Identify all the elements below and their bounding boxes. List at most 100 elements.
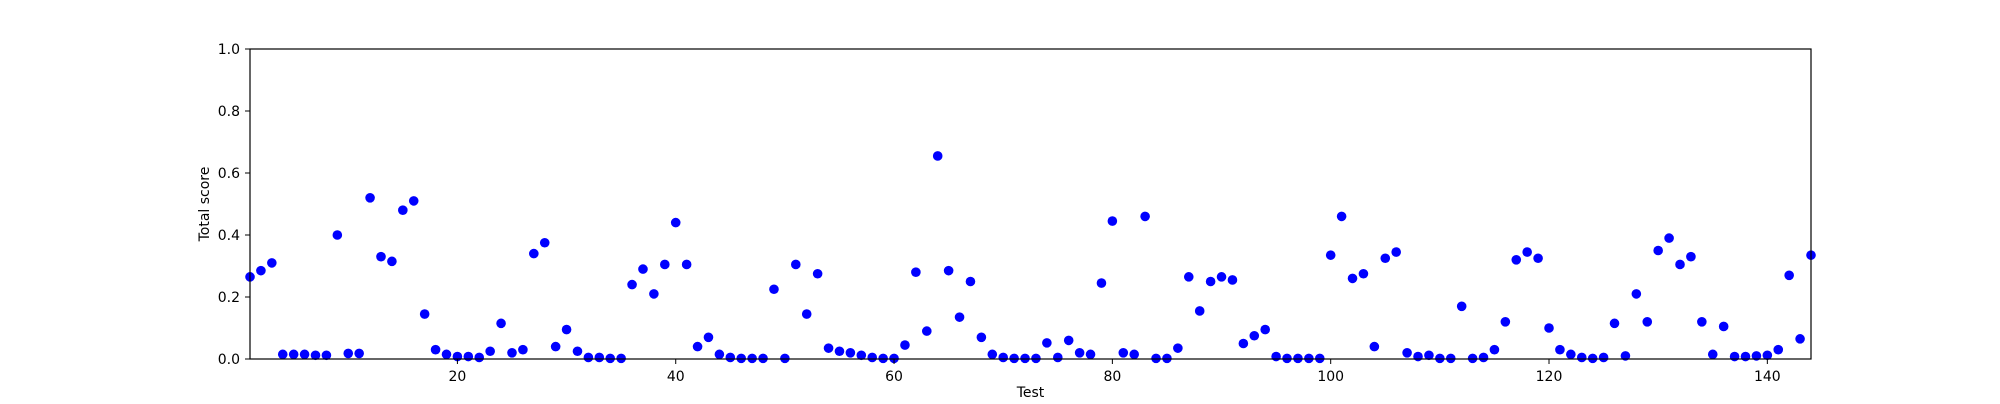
data-point — [288, 349, 299, 360]
data-point — [583, 352, 594, 363]
data-point — [539, 237, 550, 248]
data-point — [780, 353, 790, 364]
data-point — [1009, 353, 1019, 364]
data-point — [1085, 349, 1096, 360]
y-tick-label: 1.0 — [218, 42, 240, 58]
data-point — [1173, 343, 1183, 353]
data-point — [1664, 233, 1674, 243]
y-tick-label: 0.6 — [218, 166, 240, 182]
data-point — [332, 230, 343, 240]
data-point — [277, 349, 288, 360]
y-tick-label: 0.2 — [218, 290, 240, 306]
points-layer — [245, 151, 1816, 364]
data-point — [398, 205, 408, 215]
data-point — [1314, 353, 1325, 364]
data-point — [856, 350, 867, 361]
data-point — [823, 343, 834, 353]
axes-layer: 20 40 60 80 100 120 140 0.0 0.2 0.4 0.6 0.8 1.0 — [218, 42, 1812, 385]
data-point — [1784, 270, 1794, 281]
plot-frame — [249, 48, 1812, 360]
data-point — [419, 309, 430, 319]
data-point — [1587, 353, 1598, 364]
data-point — [1042, 338, 1052, 348]
data-point — [1020, 353, 1030, 364]
data-point — [1762, 350, 1773, 361]
data-point — [1751, 351, 1762, 361]
data-point — [1063, 335, 1074, 346]
data-point — [1522, 247, 1532, 257]
data-point — [998, 352, 1009, 363]
data-point — [681, 259, 692, 270]
data-point — [1194, 306, 1205, 316]
data-point — [714, 349, 725, 360]
data-point — [1183, 272, 1194, 282]
data-point — [627, 279, 637, 290]
data-point — [801, 309, 812, 319]
data-point — [550, 341, 561, 352]
data-point — [299, 349, 310, 360]
data-point — [1227, 275, 1238, 285]
data-point — [572, 346, 583, 357]
data-point — [1533, 253, 1543, 264]
data-point — [1598, 352, 1609, 363]
data-point — [1707, 349, 1718, 360]
data-point — [1620, 351, 1631, 361]
data-point — [1773, 344, 1784, 355]
data-point — [736, 353, 747, 364]
data-point — [1729, 351, 1740, 362]
data-point — [1293, 353, 1303, 364]
data-point — [1402, 348, 1412, 358]
data-point — [1031, 353, 1041, 364]
data-point — [1162, 353, 1172, 364]
x-tick-label: 60 — [885, 369, 903, 385]
x-tick-label: 140 — [1754, 369, 1781, 385]
x-tick-label: 40 — [667, 369, 685, 385]
data-point — [1456, 301, 1467, 312]
data-point — [1642, 317, 1653, 327]
data-point — [889, 353, 899, 364]
data-point — [507, 348, 517, 358]
data-point — [474, 352, 485, 363]
data-point — [1380, 253, 1391, 264]
data-point — [496, 318, 506, 329]
y-tick-label: 0.0 — [218, 352, 240, 368]
data-point — [1413, 351, 1423, 362]
data-point — [1271, 351, 1281, 362]
y-tick-label: 0.4 — [218, 228, 240, 244]
data-point — [976, 332, 987, 343]
data-point — [1467, 353, 1478, 364]
data-point — [616, 353, 626, 364]
data-point — [256, 265, 266, 276]
data-point — [1740, 351, 1751, 362]
data-point — [1718, 321, 1729, 332]
data-point — [1631, 289, 1642, 299]
data-point — [518, 344, 528, 355]
data-point — [1795, 334, 1805, 344]
data-point — [1544, 323, 1554, 333]
data-point — [878, 353, 888, 364]
data-point — [1304, 353, 1314, 364]
data-point — [1555, 344, 1565, 355]
data-point — [1391, 247, 1401, 257]
data-point — [954, 312, 965, 322]
data-point — [1249, 330, 1260, 341]
data-point — [769, 284, 779, 295]
data-point — [638, 264, 648, 274]
data-point — [1478, 352, 1489, 363]
data-point — [441, 349, 452, 360]
data-point — [660, 259, 670, 270]
data-point — [1500, 317, 1511, 327]
data-point — [1118, 348, 1129, 358]
data-point — [834, 346, 845, 357]
data-point — [1129, 349, 1140, 360]
data-point — [343, 348, 354, 359]
data-point — [1566, 349, 1576, 360]
data-point — [987, 349, 998, 360]
data-point — [845, 348, 856, 358]
data-point — [267, 258, 277, 268]
data-point — [747, 353, 757, 364]
data-point — [430, 344, 441, 355]
data-point — [1369, 341, 1380, 352]
data-point — [1653, 245, 1663, 256]
